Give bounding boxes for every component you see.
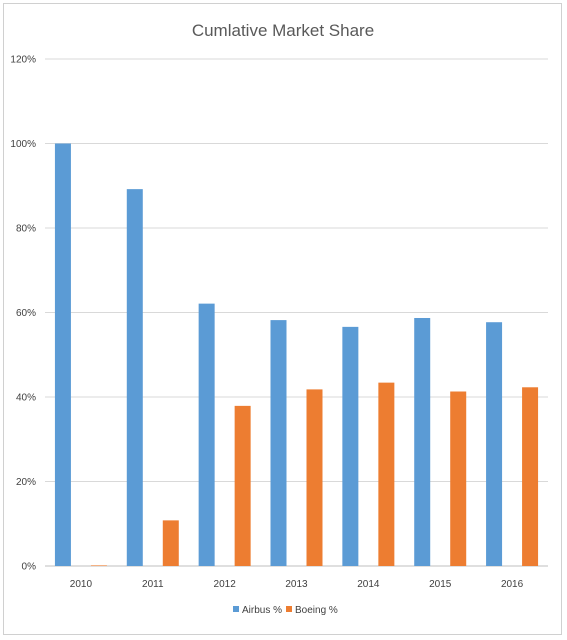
gridlines	[45, 58, 548, 567]
y-axis-ticks: 0% 20% 40% 60% 80% 100% 120%	[10, 55, 36, 573]
x-tick-label: 2011	[142, 579, 164, 590]
bar-airbus-2016	[486, 322, 503, 566]
bar-boeing-2015	[450, 391, 467, 566]
y-tick-label: 40%	[16, 393, 36, 404]
x-tick-label: 2013	[285, 579, 308, 590]
x-tick-label: 2016	[501, 579, 524, 590]
bar-boeing-2016	[522, 387, 539, 566]
y-tick-label: 0%	[22, 562, 37, 573]
bar-boeing-2014	[378, 382, 395, 566]
y-tick-label: 20%	[16, 477, 36, 488]
y-tick-label: 100%	[10, 139, 36, 150]
bar-boeing-2010	[90, 565, 107, 566]
legend-label: Boeing %	[295, 605, 338, 616]
x-tick-label: 2010	[70, 579, 93, 590]
legend-label: Airbus %	[242, 605, 282, 616]
legend: Airbus % Boeing %	[233, 605, 338, 616]
bar-airbus-2010	[54, 143, 71, 566]
x-axis-ticks: 2010 2011 2012 2013 2014 2015 2016	[70, 579, 524, 590]
y-tick-label: 120%	[10, 55, 36, 66]
y-tick-label: 60%	[16, 308, 36, 319]
x-tick-label: 2012	[214, 579, 237, 590]
bar-airbus-2015	[414, 317, 431, 566]
bar-boeing-2013	[306, 389, 323, 566]
bars	[54, 143, 539, 566]
bar-airbus-2011	[126, 189, 143, 566]
y-tick-label: 80%	[16, 224, 36, 235]
x-tick-label: 2015	[429, 579, 452, 590]
chart-title: Cumlative Market Share	[192, 21, 374, 40]
bar-boeing-2012	[234, 405, 251, 566]
bar-airbus-2012	[198, 303, 215, 566]
legend-swatch	[286, 606, 292, 612]
bar-boeing-2011	[162, 520, 179, 566]
bar-airbus-2014	[342, 326, 359, 566]
bar-airbus-2013	[270, 320, 287, 566]
legend-swatch	[233, 606, 239, 612]
x-tick-label: 2014	[357, 579, 380, 590]
